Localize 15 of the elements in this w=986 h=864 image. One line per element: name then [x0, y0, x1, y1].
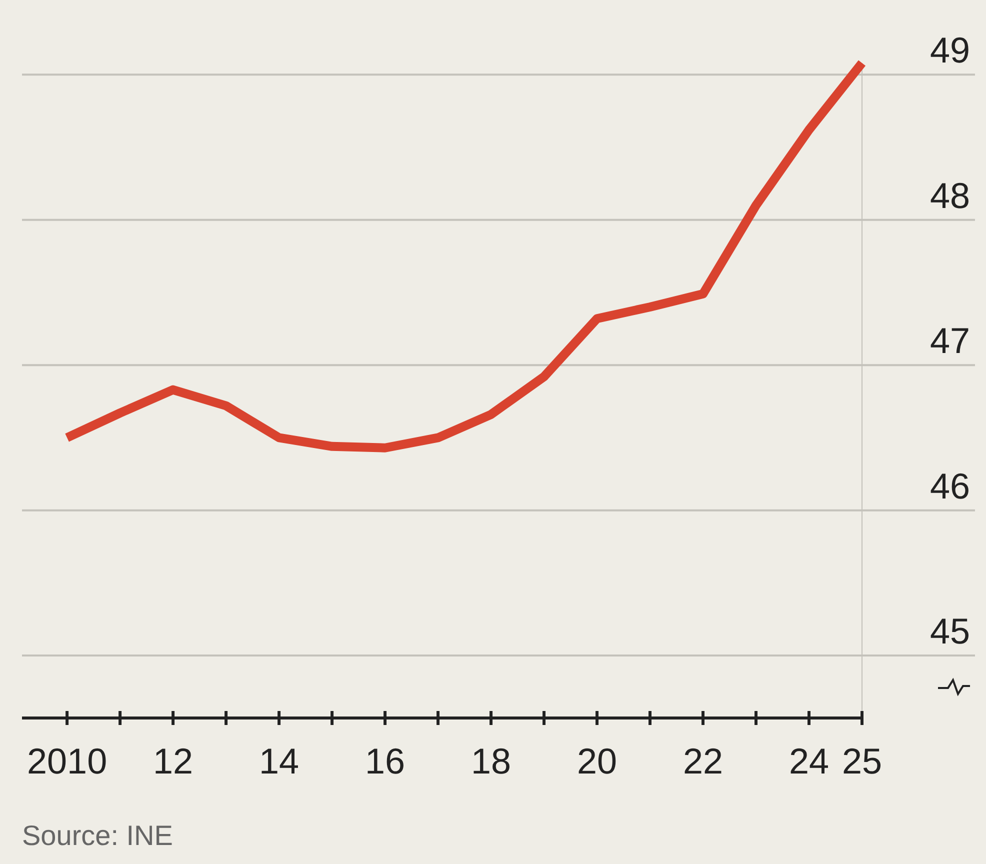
x-tick-label: 12 [153, 740, 194, 782]
x-tick-label: 14 [259, 740, 300, 782]
x-tick-label: 22 [682, 740, 724, 782]
y-tick-label: 46 [930, 465, 970, 506]
y-tick-label: 47 [930, 320, 970, 362]
y-tick-label: 49 [930, 30, 970, 71]
x-tick-label: 16 [365, 740, 406, 782]
source-note: Source: INE [22, 820, 173, 851]
x-tick-label: 2010 [27, 740, 108, 782]
y-tick-label: 48 [930, 174, 970, 216]
x-tick-label: 20 [576, 740, 618, 782]
x-tick-label: 18 [471, 740, 512, 782]
x-tick-label: 24 [788, 740, 830, 782]
x-tick-label: 25 [842, 740, 882, 782]
y-tick-label: 45 [930, 610, 970, 652]
